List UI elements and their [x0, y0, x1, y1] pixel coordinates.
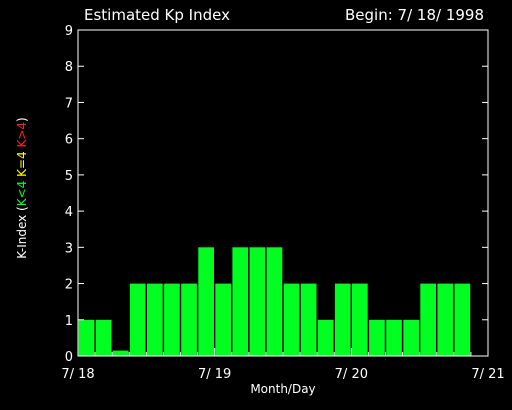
kp-bar [352, 283, 368, 356]
x-tick-label: 7/ 19 [198, 367, 231, 382]
kp-bar [403, 319, 419, 356]
y-tick-label: 8 [65, 60, 73, 75]
y-tick-label: 9 [65, 24, 73, 39]
kp-bar [369, 319, 385, 356]
y-tick-labels: 0 1 2 3 4 5 6 7 8 9 [65, 24, 73, 365]
kp-bar [300, 283, 317, 356]
bars-group [78, 247, 471, 356]
x-tick-label: 7/ 21 [471, 367, 504, 382]
y-tick-label: 1 [65, 314, 73, 329]
y-tick-label: 5 [65, 169, 73, 184]
y-tick-label: 3 [65, 241, 73, 256]
y-axis-label-mid: K=4 [15, 151, 29, 177]
y-axis-label: K-Index (K<4 K=4 K>4) [15, 117, 29, 259]
kp-bar [437, 283, 454, 356]
kp-bar [129, 283, 146, 356]
x-axis-label: Month/Day [250, 382, 315, 396]
kp-bar [95, 319, 112, 356]
kp-bar [232, 247, 249, 356]
kp-bar [266, 247, 283, 356]
kp-bar [147, 283, 163, 356]
chart-title: Estimated Kp Index [84, 6, 230, 24]
kp-bar [198, 247, 214, 356]
kp-bar [454, 283, 471, 356]
kp-bar [112, 350, 129, 356]
x-tick-label: 7/ 18 [61, 367, 94, 382]
y-axis-label-suffix: ) [15, 117, 29, 122]
y-tick-label: 7 [65, 96, 73, 111]
y-axis-label-low: K<4 [15, 181, 29, 207]
chart-begin-date: Begin: 7/ 18/ 1998 [345, 6, 484, 24]
kp-bar [420, 283, 436, 356]
y-axis-label-high: K>4 [15, 122, 29, 148]
y-axis-label-prefix: K-Index ( [15, 206, 29, 258]
y-tick-label: 6 [65, 133, 73, 148]
kp-bar [283, 283, 300, 356]
kp-bar [334, 283, 351, 356]
kp-bar [249, 247, 266, 356]
kp-bar [386, 319, 402, 356]
y-tick-label: 2 [65, 278, 73, 293]
kp-bar [317, 319, 334, 356]
x-tick-labels: 7/ 18 7/ 19 7/ 20 7/ 21 [61, 367, 504, 382]
axes-group [77, 29, 489, 357]
kp-bar [215, 283, 231, 356]
kp-bar [164, 283, 180, 356]
x-tick-label: 7/ 20 [335, 367, 368, 382]
y-tick-label: 4 [65, 205, 73, 220]
y-tick-label: 0 [65, 350, 73, 365]
kp-bar [181, 283, 197, 356]
kp-bar [78, 319, 95, 356]
